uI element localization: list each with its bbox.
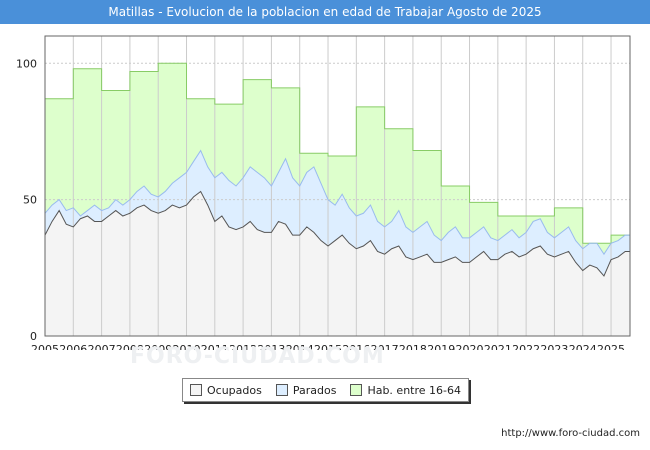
x-tick-label-2023: 2023 [540, 343, 568, 350]
legend-item-parados: Parados [275, 383, 337, 397]
x-tick-label-2012: 2012 [229, 343, 257, 350]
legend-item-hab: Hab. entre 16-64 [350, 384, 461, 397]
x-tick-label-2025: 2025 [597, 343, 625, 350]
x-tick-label-2024: 2024 [569, 343, 597, 350]
legend-item-ocupados: Ocupados [189, 383, 262, 397]
x-tick-label-2008: 2008 [116, 343, 144, 350]
y-tick-label-100: 100 [16, 57, 37, 70]
watermark: FORO-CIUDAD.COM [130, 344, 385, 369]
legend-label-hab: Hab. entre 16-64 [367, 383, 461, 397]
x-tick-label-2007: 2007 [88, 343, 116, 350]
x-tick-label-2006: 2006 [59, 343, 87, 350]
x-tick-label-2017: 2017 [371, 343, 399, 350]
x-tick-label-2010: 2010 [173, 343, 201, 350]
x-tick-label-2011: 2011 [201, 343, 229, 350]
chart-title: Matillas - Evolucion de la poblacion en … [0, 0, 650, 24]
legend-label-ocupados: Ocupados [206, 383, 262, 397]
ocupados-line [44, 190, 630, 277]
y-tick-label-0: 0 [30, 330, 37, 343]
x-tick-label-2014: 2014 [286, 343, 314, 350]
plot-frame [44, 35, 631, 337]
x-tick-label-2018: 2018 [399, 343, 427, 350]
x-tick-label-2013: 2013 [257, 343, 285, 350]
x-tick-label-2016: 2016 [342, 343, 370, 350]
y-tick-label-50: 50 [23, 194, 37, 207]
hab-16-64-line [45, 62, 630, 244]
x-tick-label-2019: 2019 [427, 343, 455, 350]
legend-label-parados: Parados [292, 383, 337, 397]
legend-swatch-parados [275, 384, 288, 396]
x-tick-label-2009: 2009 [144, 343, 172, 350]
x-tick-label-2015: 2015 [314, 343, 342, 350]
ocupados-area [45, 191, 630, 336]
legend: Ocupados Parados Hab. entre 16-64 [182, 378, 469, 402]
x-tick-label-2022: 2022 [512, 343, 540, 350]
source-url: http://www.foro-ciudad.com [501, 428, 640, 439]
x-tick-label-2021: 2021 [484, 343, 512, 350]
x-tick-label-2020: 2020 [456, 343, 484, 350]
legend-swatch-hab [350, 384, 363, 396]
legend-swatch-ocupados [189, 384, 202, 396]
x-tick-label-2005: 2005 [31, 343, 59, 350]
parados-line [44, 149, 630, 256]
